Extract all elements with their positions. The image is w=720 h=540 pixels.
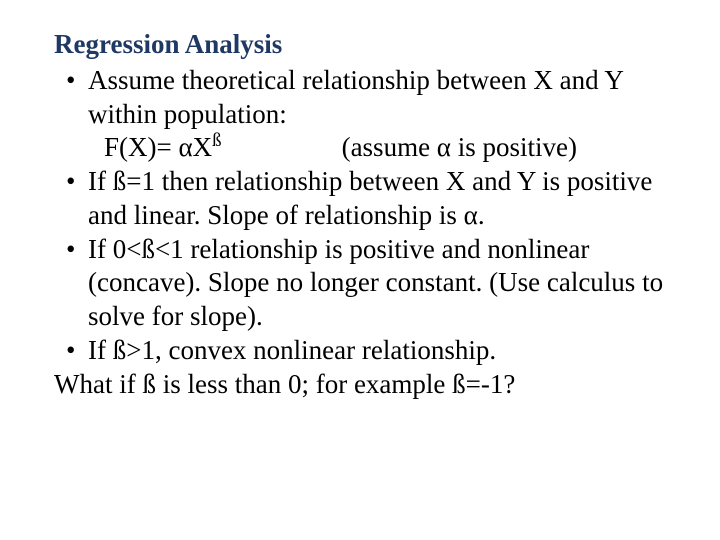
- bullet-item: If 0<ß<1 relationship is positive and no…: [54, 233, 680, 334]
- bullet-list-cont: If ß=1 then relationship between X and Y…: [54, 165, 680, 368]
- slide: Regression Analysis Assume theoretical r…: [0, 0, 720, 540]
- formula-note: (assume α is positive): [342, 132, 577, 162]
- bullet-item: Assume theoretical relationship between …: [54, 64, 680, 132]
- bullet-item: If ß=1 then relationship between X and Y…: [54, 165, 680, 233]
- formula-exponent: ß: [212, 130, 221, 151]
- formula-lhs: F(X)= αX: [104, 132, 212, 162]
- slide-title: Regression Analysis: [54, 28, 680, 62]
- bullet-item: If ß>1, convex nonlinear relationship.: [54, 334, 680, 368]
- bullet-list: Assume theoretical relationship between …: [54, 64, 680, 132]
- closing-line: What if ß is less than 0; for example ß=…: [54, 368, 680, 402]
- formula-line: F(X)= αXß (assume α is positive): [54, 131, 680, 165]
